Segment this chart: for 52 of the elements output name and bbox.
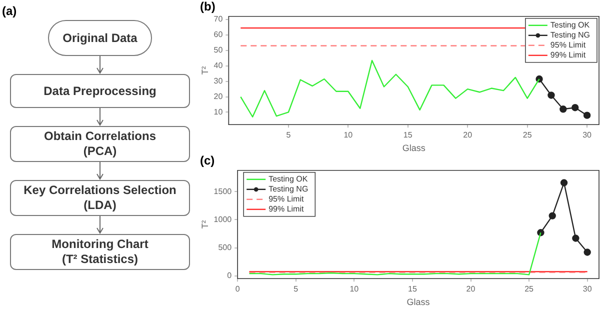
x-tick-label: 20 xyxy=(466,284,476,294)
x-tick-label: 20 xyxy=(463,130,473,140)
y-tick-label: 1500 xyxy=(214,186,232,196)
x-tick-label: 10 xyxy=(350,284,360,294)
y-tick-label: 40 xyxy=(214,61,224,70)
x-tick-label: 5 xyxy=(286,130,292,140)
ref-line-label: 95% Limit xyxy=(550,40,586,50)
y-tick-label: 60 xyxy=(214,30,224,40)
legend-label: 99% Limit xyxy=(550,50,586,60)
legend-label: Testing OK xyxy=(550,20,590,30)
text: (a) xyxy=(1,3,18,20)
point xyxy=(548,92,555,99)
point xyxy=(560,106,567,113)
x-axis-title: Glass xyxy=(406,297,430,308)
rounded-box: Original Data xyxy=(48,20,152,56)
x-tick-label: 25 xyxy=(524,284,534,294)
y-axis-title: T² xyxy=(200,66,210,75)
point xyxy=(548,212,556,220)
box: Key Correlations Selection (LDA) xyxy=(10,180,190,216)
y-tick-label: 500 xyxy=(218,242,232,252)
x-axis-title: Glass xyxy=(402,143,426,154)
x-tick-label: 30 xyxy=(582,284,592,294)
box: Data Preprocessing xyxy=(10,74,190,108)
point xyxy=(572,234,580,242)
legend-label: 99% Limit xyxy=(268,204,304,214)
y-tick-label: 0 xyxy=(227,271,232,280)
x-tick-label: 25 xyxy=(522,130,532,140)
chart-title: (c) xyxy=(200,154,215,168)
point xyxy=(584,248,591,256)
y-tick-label: 70 xyxy=(214,14,224,24)
x-tick-label: 5 xyxy=(294,284,299,294)
point xyxy=(583,112,591,119)
x-tick-label: 15 xyxy=(403,130,413,140)
y-axis-title: T² xyxy=(200,220,210,229)
box: Obtain Correlations (PCA) xyxy=(10,126,190,162)
y-tick-label: 30 xyxy=(214,76,224,86)
y-tick-label: 10 xyxy=(214,107,224,116)
legend-label: Testing NG xyxy=(550,30,590,40)
legend-label: 95% Limit xyxy=(268,194,304,204)
y-tick-label: 20 xyxy=(214,92,224,101)
y-tick-label: 1000 xyxy=(214,214,232,224)
x-tick-label: 30 xyxy=(582,130,592,140)
legend-label: Testing NG xyxy=(268,184,308,194)
point xyxy=(560,179,568,186)
x-tick-label: 0 xyxy=(235,284,240,294)
chart-title: (b) xyxy=(200,0,216,14)
legend-label: Testing OK xyxy=(268,174,308,184)
y-tick-label: 50 xyxy=(214,46,224,55)
x-tick-label: 10 xyxy=(344,130,354,140)
point xyxy=(572,104,579,112)
x-tick-label: 15 xyxy=(408,284,418,294)
box: Monitoring Chart (T² Statistics) xyxy=(10,234,190,270)
